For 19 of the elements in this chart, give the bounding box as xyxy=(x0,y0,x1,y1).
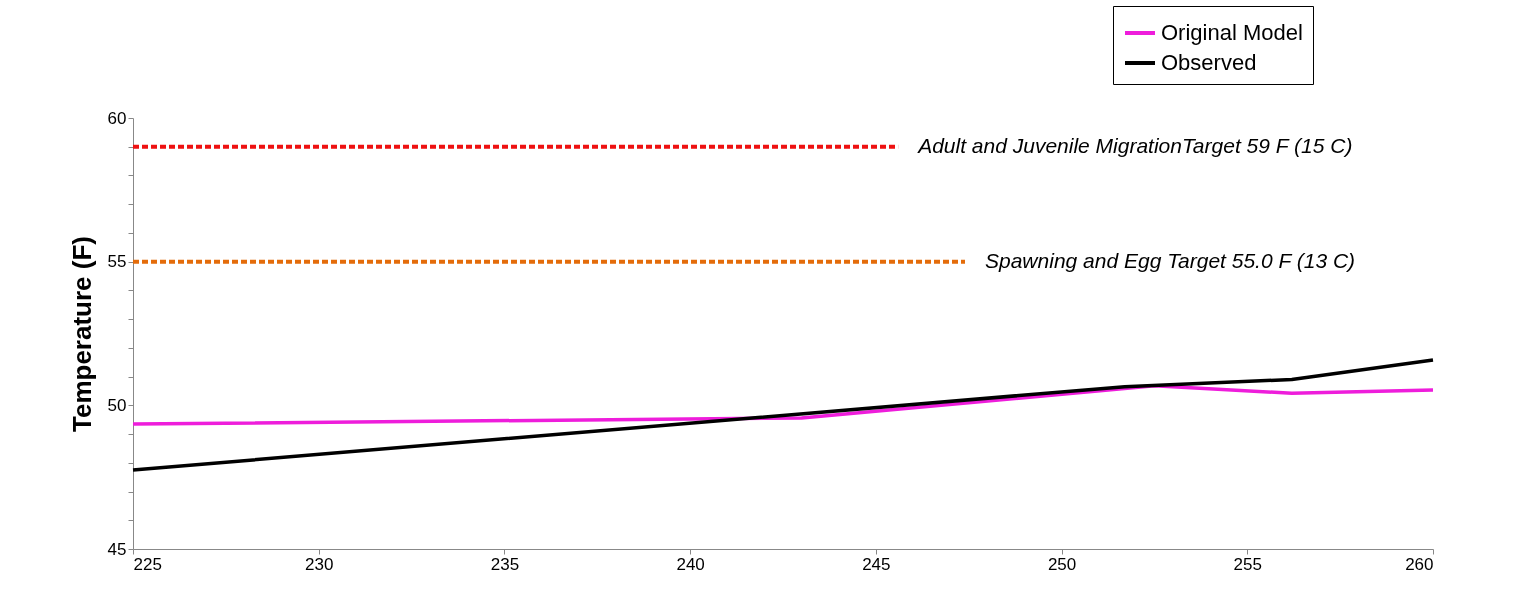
line-series xyxy=(131,358,1435,472)
y-tick-label: 45 xyxy=(107,539,127,559)
y-tick-label: 55 xyxy=(107,252,127,272)
y-tick-label: 50 xyxy=(107,395,127,415)
annotation: Spawning and Egg Target 55.0 F (13 C) xyxy=(985,248,1356,272)
annotation: Adult and Juvenile MigrationTarget 59 F (15 C) xyxy=(916,133,1353,157)
y-axis-title: Temperature (F) xyxy=(66,236,97,432)
line-series xyxy=(131,384,1435,426)
legend-label: Original Model xyxy=(1161,20,1303,45)
x-tick-label: 225 xyxy=(133,554,162,574)
x-tick-label: 250 xyxy=(1047,554,1077,574)
x-tick-label: 260 xyxy=(1405,554,1434,574)
x-tick-label: 245 xyxy=(862,554,891,574)
x-tick-label: 255 xyxy=(1233,554,1262,574)
legend-label: Observed xyxy=(1161,50,1257,75)
x-tick-label: 235 xyxy=(490,554,520,574)
y-tick-label: 60 xyxy=(107,108,127,128)
x-tick-label: 240 xyxy=(676,554,705,574)
x-tick-label: 230 xyxy=(305,554,334,574)
